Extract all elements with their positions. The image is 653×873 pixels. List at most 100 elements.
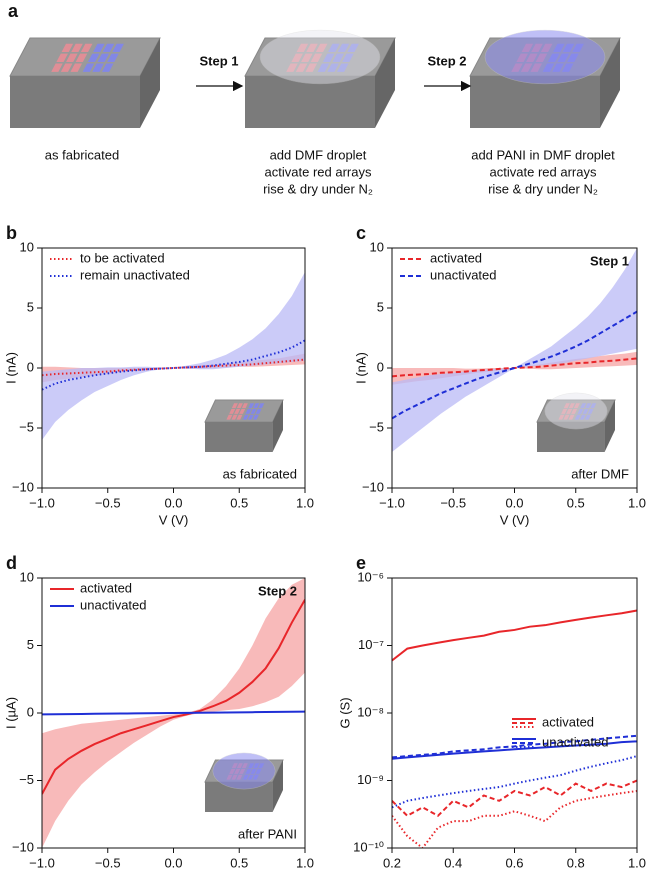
caption: add PANI in DMF droplet [471, 147, 615, 162]
x-tick-label: 1.0 [628, 855, 646, 870]
y-tick-label: −5 [19, 419, 34, 434]
caption: rise & dry under N₂ [488, 181, 598, 196]
x-axis-label: V (V) [500, 512, 530, 527]
legend: activated unactivated [512, 714, 609, 749]
chart-panel: c −1.0 −0.5 0.0 0.5 1.0 −10 −5 0 5 10 V (V) I (nA) St… [353, 223, 646, 528]
x-tick-label: 1.0 [628, 495, 646, 510]
device-illustration [244, 29, 396, 128]
device-illustration [204, 399, 284, 452]
panel-label: e [356, 553, 366, 573]
x-tick-label: 1.0 [296, 495, 314, 510]
device-illustration [204, 752, 284, 812]
step-label: Step 2 [427, 53, 466, 68]
step-label: Step 2 [258, 583, 297, 598]
y-tick-label: 0 [377, 359, 384, 374]
data-line [392, 310, 637, 420]
x-tick-label: 0.5 [230, 855, 248, 870]
error-band [42, 578, 305, 848]
panel-label: d [6, 553, 17, 573]
x-tick-label: 0.5 [567, 495, 585, 510]
y-axis-label: I (nA) [353, 352, 368, 384]
x-tick-label: 0.8 [567, 855, 585, 870]
y-tick-label: −5 [19, 772, 34, 787]
device-illustration [536, 392, 616, 452]
legend: activated unactivated [400, 250, 497, 282]
panel-label: c [356, 223, 366, 243]
legend-label: to be activated [80, 250, 165, 265]
x-tick-label: −0.5 [440, 495, 466, 510]
x-tick-label: 1.0 [296, 855, 314, 870]
x-tick-label: −1.0 [29, 495, 55, 510]
x-tick-label: 0.6 [505, 855, 523, 870]
caption: as fabricated [45, 147, 119, 162]
panel-label: b [6, 223, 17, 243]
x-tick-label: 0.0 [164, 855, 182, 870]
plot-area [42, 578, 305, 848]
x-tick-label: −0.5 [95, 855, 121, 870]
caption: rise & dry under N₂ [263, 181, 373, 196]
caption: activate red arrays [490, 164, 597, 179]
x-tick-label: −0.5 [95, 495, 121, 510]
legend-label: activated [80, 580, 132, 595]
data-line [392, 789, 637, 848]
data-line [392, 740, 637, 760]
y-tick-label: 10 [20, 569, 34, 584]
y-tick-label: 10⁻⁸ [357, 704, 384, 719]
legend: activated unactivated [50, 580, 147, 612]
y-tick-label: −10 [362, 479, 384, 494]
legend-label: activated [542, 714, 594, 729]
y-axis-label: G (S) [337, 697, 352, 728]
x-tick-label: 0.0 [505, 495, 523, 510]
caption: add DMF droplet [270, 147, 367, 162]
y-tick-label: 5 [27, 299, 34, 314]
data-line [392, 779, 637, 818]
legend: to be activated remain unactivated [50, 250, 190, 282]
data-line [392, 609, 637, 662]
plot-area [392, 248, 637, 452]
y-tick-label: 5 [27, 637, 34, 652]
y-tick-label: 0 [27, 359, 34, 374]
chart-panel: b −1.0 −0.5 0.0 0.5 1.0 −10 −5 0 5 10 V (V) I (nA) as… [3, 223, 314, 528]
error-band [42, 272, 305, 440]
data-line [42, 599, 305, 795]
y-axis-label: I (µA) [3, 697, 18, 729]
x-tick-label: −1.0 [379, 495, 405, 510]
error-band [392, 248, 637, 452]
y-tick-label: −10 [12, 839, 34, 854]
y-tick-label: 10⁻⁷ [358, 637, 384, 652]
x-tick-label: 0.2 [383, 855, 401, 870]
inset-caption: after DMF [571, 466, 629, 481]
step-label: Step 1 [590, 253, 629, 268]
y-tick-label: 10⁻⁶ [357, 569, 384, 584]
data-line [42, 710, 305, 716]
legend-label: unactivated [80, 597, 147, 612]
step-label: Step 1 [199, 53, 238, 68]
y-tick-label: −10 [12, 479, 34, 494]
x-tick-label: 0.5 [230, 495, 248, 510]
x-tick-label: −1.0 [29, 855, 55, 870]
legend-label: unactivated [430, 267, 497, 282]
y-tick-label: 5 [377, 299, 384, 314]
legend-label: activated [430, 250, 482, 265]
y-tick-label: 10⁻¹⁰ [353, 839, 384, 854]
inset-caption: after PANI [238, 826, 297, 841]
legend-label: remain unactivated [80, 267, 190, 282]
x-tick-label: 0.0 [164, 495, 182, 510]
y-tick-label: 0 [27, 704, 34, 719]
inset-caption: as fabricated [223, 466, 297, 481]
plot-area [392, 609, 637, 848]
data-line [392, 357, 637, 378]
y-axis-label: I (nA) [3, 352, 18, 384]
legend-label: unactivated [542, 734, 609, 749]
y-tick-label: 10⁻⁹ [357, 772, 384, 787]
x-axis-label: V (V) [159, 512, 189, 527]
caption: activate red arrays [265, 164, 372, 179]
plot-area [42, 272, 305, 440]
device-illustration [9, 37, 161, 128]
y-tick-label: 10 [20, 239, 34, 254]
y-tick-label: −5 [369, 419, 384, 434]
plot-frame [391, 577, 638, 849]
